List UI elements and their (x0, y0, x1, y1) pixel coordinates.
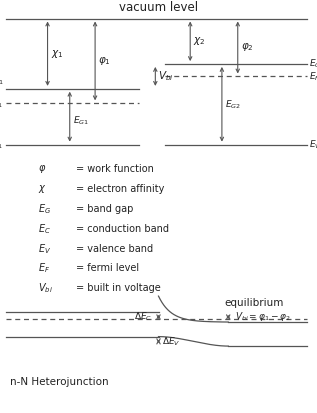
Text: $\Delta E_V$: $\Delta E_V$ (162, 335, 180, 348)
Text: $\chi_1$: $\chi_1$ (51, 47, 63, 60)
Text: $\chi_2$: $\chi_2$ (193, 35, 206, 47)
Text: = fermi level: = fermi level (76, 263, 139, 273)
Text: $E_{G1}$: $E_{G1}$ (73, 114, 89, 127)
Text: = work function: = work function (76, 164, 154, 174)
Text: $V_{bi} = \varphi_1 - \varphi_2$: $V_{bi} = \varphi_1 - \varphi_2$ (235, 311, 290, 323)
Text: n-N Heterojunction: n-N Heterojunction (10, 377, 108, 387)
Text: $E_{F2}$: $E_{F2}$ (309, 70, 317, 83)
Text: $E_{F1}$: $E_{F1}$ (0, 97, 3, 109)
Text: $E_{V1}$: $E_{V1}$ (0, 138, 3, 151)
Text: = valence band: = valence band (76, 244, 153, 254)
Text: = band gap: = band gap (76, 204, 133, 214)
Text: vacuum level: vacuum level (119, 1, 198, 14)
Text: $\Delta E_C$: $\Delta E_C$ (134, 311, 152, 323)
Text: $E_V$: $E_V$ (38, 242, 51, 256)
Text: = built in voltage: = built in voltage (76, 283, 161, 293)
Text: = conduction band: = conduction band (76, 224, 169, 234)
Text: $\varphi_2$: $\varphi_2$ (241, 41, 254, 54)
Text: equilibrium: equilibrium (224, 298, 283, 308)
Text: $E_F$: $E_F$ (38, 261, 50, 275)
Text: $E_G$: $E_G$ (38, 202, 51, 216)
Text: $E_C$: $E_C$ (38, 222, 51, 236)
Text: $E_{G2}$: $E_{G2}$ (225, 98, 241, 111)
Text: = electron affinity: = electron affinity (76, 184, 165, 194)
Text: $E_{C1}$: $E_{C1}$ (0, 74, 3, 87)
Text: $\varphi_1$: $\varphi_1$ (98, 55, 111, 67)
Text: $E_{C2}$: $E_{C2}$ (309, 58, 317, 70)
Text: $V_{bi}$: $V_{bi}$ (158, 69, 174, 83)
Text: $\varphi$: $\varphi$ (38, 163, 46, 176)
Text: $V_{bi}$: $V_{bi}$ (38, 281, 53, 295)
Text: $\chi$: $\chi$ (38, 183, 47, 195)
Text: $E_{V2}$: $E_{V2}$ (309, 138, 317, 151)
